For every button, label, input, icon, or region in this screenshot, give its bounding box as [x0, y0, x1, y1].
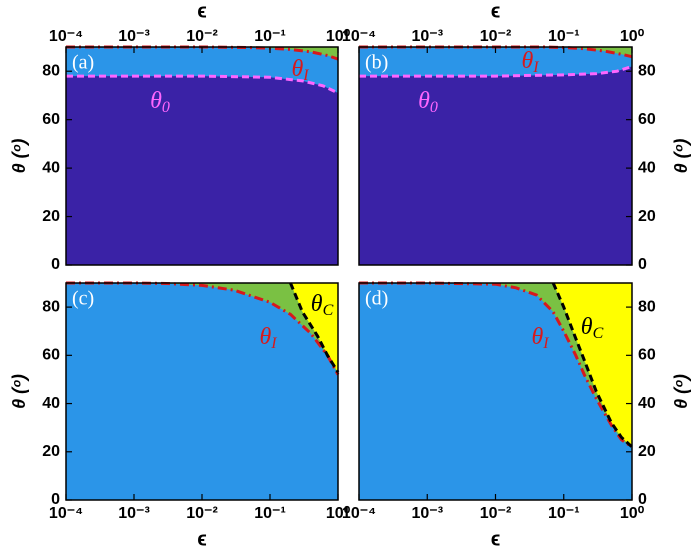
curve-label: θ0	[150, 88, 170, 116]
boundary-curve	[359, 281, 633, 449]
x-axis-label: ϵ	[491, 0, 501, 22]
panel-label: (c)	[72, 288, 94, 310]
x-tick-label: 10⁻⁴	[342, 505, 376, 522]
region-fill	[359, 283, 632, 500]
y-axis-label: θ (ᵒ)	[671, 374, 691, 409]
curve-subscript: I	[542, 335, 549, 352]
panel-label: (b)	[365, 52, 388, 74]
panel-label: (d)	[365, 288, 388, 310]
curve-subscript: I	[302, 67, 309, 84]
curve-label: θ0	[418, 88, 438, 116]
y-tick-label: 80	[42, 298, 60, 315]
x-tick-label: 10⁻⁴	[49, 28, 83, 45]
x-tick-label: 10⁰	[326, 505, 351, 522]
y-tick-label: 80	[42, 62, 60, 79]
x-tick-label: 10⁻³	[411, 505, 443, 522]
curve-symbol: θ	[259, 324, 271, 350]
boundary-curve	[289, 282, 340, 374]
boundary-curve	[359, 64, 633, 78]
x-tick-label: 10⁻³	[411, 28, 443, 45]
y-tick-label: 40	[638, 395, 656, 412]
curve-symbol: θ	[150, 88, 162, 114]
panel-label: (a)	[72, 52, 94, 74]
y-tick-label: 20	[42, 208, 60, 225]
x-axis-label: ϵ	[197, 528, 207, 550]
y-tick-label: 40	[42, 159, 60, 176]
y-tick-label: 60	[638, 111, 656, 128]
y-tick-label: 40	[638, 159, 656, 176]
boundary-curve	[551, 282, 634, 449]
curve-label: θC	[581, 314, 604, 342]
curve-symbol: θ	[531, 324, 543, 350]
x-tick-label: 10⁻¹	[254, 28, 286, 45]
y-tick-label: 80	[638, 298, 656, 315]
region-fill	[66, 76, 338, 265]
x-tick-label: 10⁻²	[480, 28, 512, 45]
region-fill	[553, 283, 632, 447]
x-tick-label: 10⁻¹	[548, 28, 580, 45]
curve-symbol: θ	[311, 291, 323, 317]
y-tick-label: 60	[42, 111, 60, 128]
x-tick-label: 10⁻²	[186, 505, 218, 522]
curve-subscript: I	[532, 59, 539, 76]
boundary-curve	[66, 74, 339, 95]
y-tick-label: 80	[638, 62, 656, 79]
curve-label: θI	[531, 324, 549, 352]
y-tick-label: 60	[638, 347, 656, 364]
boundary-curve	[66, 45, 339, 61]
y-tick-label: 40	[42, 395, 60, 412]
x-tick-label: 10⁰	[620, 28, 645, 45]
curve-subscript: I	[270, 335, 277, 352]
curve-symbol: θ	[581, 314, 593, 340]
y-tick-label: 0	[51, 256, 60, 273]
curve-label: θI	[521, 48, 539, 76]
region-fill	[66, 283, 338, 500]
curve-subscript: 0	[162, 99, 170, 116]
y-tick-label: 0	[638, 491, 647, 508]
curve-symbol: θ	[521, 48, 533, 74]
x-tick-label: 10⁻¹	[548, 505, 580, 522]
y-tick-label: 0	[51, 491, 60, 508]
x-axis-label: ϵ	[491, 528, 501, 550]
y-tick-label: 0	[638, 256, 647, 273]
x-tick-label: 10⁻³	[118, 505, 150, 522]
curve-label: θI	[259, 324, 277, 352]
y-tick-label: 20	[42, 443, 60, 460]
x-axis-label: ϵ	[197, 0, 207, 22]
x-tick-label: 10⁻¹	[254, 505, 286, 522]
curve-symbol: θ	[418, 88, 430, 114]
curve-label: θC	[311, 291, 334, 319]
y-axis-label: θ (ᵒ)	[9, 139, 29, 174]
curve-label: θI	[291, 56, 309, 84]
x-tick-label: 10⁻²	[186, 28, 218, 45]
y-tick-label: 20	[638, 208, 656, 225]
x-tick-label: 10⁻³	[118, 28, 150, 45]
x-tick-label: 10⁰	[326, 28, 351, 45]
y-tick-label: 20	[638, 443, 656, 460]
curve-subscript: 0	[430, 99, 438, 116]
region-fill	[359, 66, 632, 265]
curve-symbol: θ	[291, 56, 303, 82]
curve-subscript: C	[593, 325, 604, 342]
y-tick-label: 60	[42, 347, 60, 364]
x-tick-label: 10⁻⁴	[49, 505, 83, 522]
y-axis-label: θ (ᵒ)	[671, 139, 691, 174]
curve-subscript: C	[323, 302, 334, 319]
x-tick-label: 10⁰	[620, 505, 645, 522]
region-fill	[290, 283, 338, 373]
x-tick-label: 10⁻²	[480, 505, 512, 522]
y-axis-label: θ (ᵒ)	[9, 374, 29, 409]
x-tick-label: 10⁻⁴	[342, 28, 376, 45]
